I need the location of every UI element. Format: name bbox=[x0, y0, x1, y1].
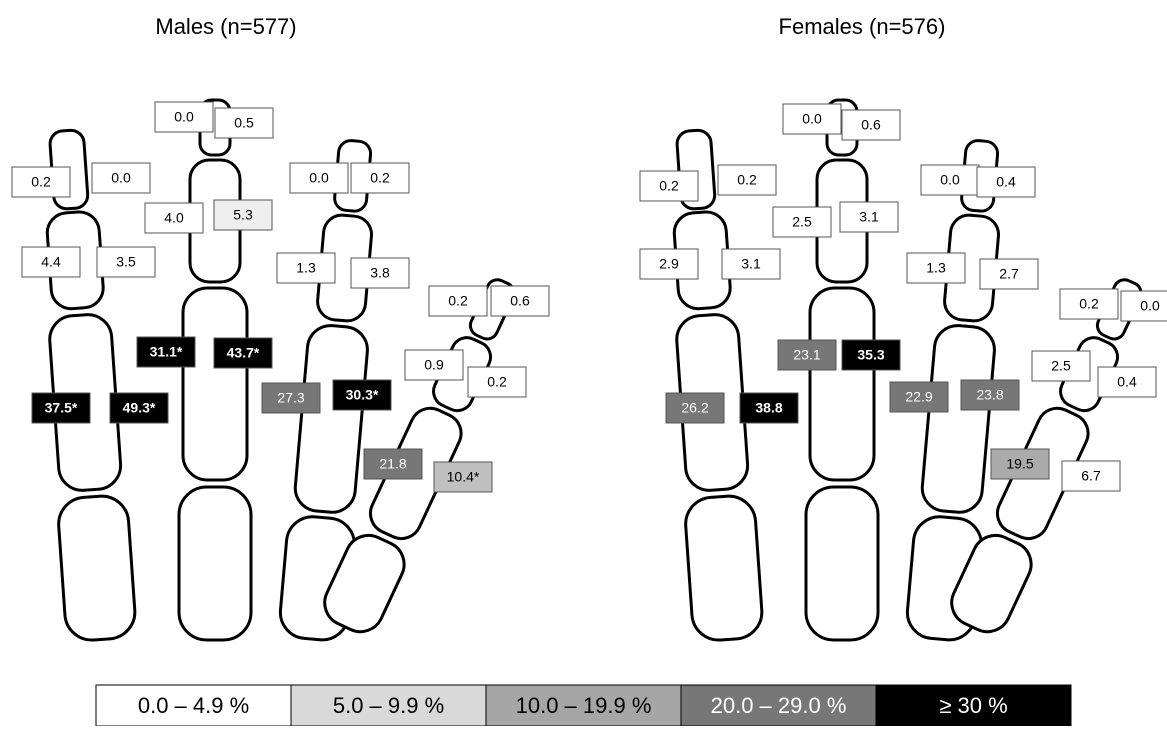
value-label: 0.2 bbox=[1079, 296, 1099, 312]
bone bbox=[179, 487, 251, 640]
panel-title: Males (n=577) bbox=[155, 14, 296, 39]
value-label: 0.5 bbox=[234, 115, 254, 131]
value-label: 0.9 bbox=[424, 357, 444, 373]
bone bbox=[293, 324, 369, 515]
value-label: 37.5* bbox=[45, 400, 78, 416]
legend-label: ≥ 30 % bbox=[939, 693, 1007, 718]
value-label: 2.5 bbox=[1051, 358, 1071, 374]
value-label: 0.0 bbox=[309, 170, 329, 186]
panel-title: Females (n=576) bbox=[779, 14, 946, 39]
legend-label: 5.0 – 9.9 % bbox=[333, 693, 444, 718]
value-label: 0.6 bbox=[861, 117, 881, 133]
value-label: 0.0 bbox=[111, 170, 131, 186]
legend-label: 20.0 – 29.0 % bbox=[711, 693, 847, 718]
value-label: 21.8 bbox=[379, 456, 406, 472]
value-label: 30.3* bbox=[346, 387, 379, 403]
value-label: 0.4 bbox=[1117, 374, 1137, 390]
value-label: 0.2 bbox=[487, 374, 507, 390]
bone bbox=[684, 494, 764, 642]
value-label: 0.4 bbox=[996, 174, 1016, 190]
bone bbox=[810, 288, 874, 480]
value-label: 43.7* bbox=[227, 345, 260, 361]
value-label: 4.0 bbox=[164, 210, 184, 226]
value-label: 26.2 bbox=[681, 400, 708, 416]
value-label: 6.7 bbox=[1081, 468, 1101, 484]
value-label: 0.0 bbox=[174, 109, 194, 125]
value-label: 3.8 bbox=[370, 265, 390, 281]
value-label: 0.0 bbox=[1140, 298, 1160, 314]
value-label: 31.1* bbox=[150, 344, 183, 360]
value-label: 0.2 bbox=[448, 293, 468, 309]
legend-label: 10.0 – 19.9 % bbox=[516, 693, 652, 718]
value-label: 3.5 bbox=[116, 254, 136, 270]
bone bbox=[183, 288, 247, 480]
finger bbox=[179, 100, 251, 640]
value-label: 23.1 bbox=[793, 347, 820, 363]
finger bbox=[658, 128, 763, 642]
value-label: 1.3 bbox=[296, 260, 316, 276]
value-label: 5.3 bbox=[233, 207, 253, 223]
value-label: 3.1 bbox=[859, 209, 879, 225]
value-label: 0.6 bbox=[510, 293, 530, 309]
value-label: 10.4* bbox=[447, 469, 480, 485]
value-label: 23.8 bbox=[976, 387, 1003, 403]
value-label: 2.5 bbox=[792, 214, 812, 230]
value-label: 35.3 bbox=[857, 347, 884, 363]
value-label: 2.7 bbox=[999, 266, 1019, 282]
bone bbox=[806, 487, 878, 640]
value-label: 0.2 bbox=[659, 178, 679, 194]
value-label: 3.1 bbox=[741, 256, 761, 272]
value-label: 27.3 bbox=[277, 390, 304, 406]
bone bbox=[920, 324, 996, 515]
value-label: 2.9 bbox=[659, 256, 679, 272]
legend-label: 0.0 – 4.9 % bbox=[138, 693, 249, 718]
value-label: 22.9 bbox=[905, 389, 932, 405]
value-label: 38.8 bbox=[755, 400, 782, 416]
value-label: 0.2 bbox=[31, 174, 51, 190]
finger bbox=[31, 128, 136, 642]
value-label: 19.5 bbox=[1006, 456, 1033, 472]
value-label: 0.0 bbox=[802, 111, 822, 127]
value-label: 49.3* bbox=[123, 400, 156, 416]
value-label: 0.0 bbox=[940, 172, 960, 188]
figure: Males (n=577) Females (n=576) 0.2 0.0 4.4 3… bbox=[0, 0, 1167, 726]
value-label: 4.4 bbox=[41, 254, 61, 270]
value-label: 0.2 bbox=[737, 172, 757, 188]
value-label: 0.2 bbox=[370, 170, 390, 186]
bone bbox=[57, 494, 137, 642]
value-label: 1.3 bbox=[926, 260, 946, 276]
legend: 0.0 – 4.9 % 5.0 – 9.9 % 10.0 – 19.9 % 20.0 … bbox=[96, 685, 1071, 726]
